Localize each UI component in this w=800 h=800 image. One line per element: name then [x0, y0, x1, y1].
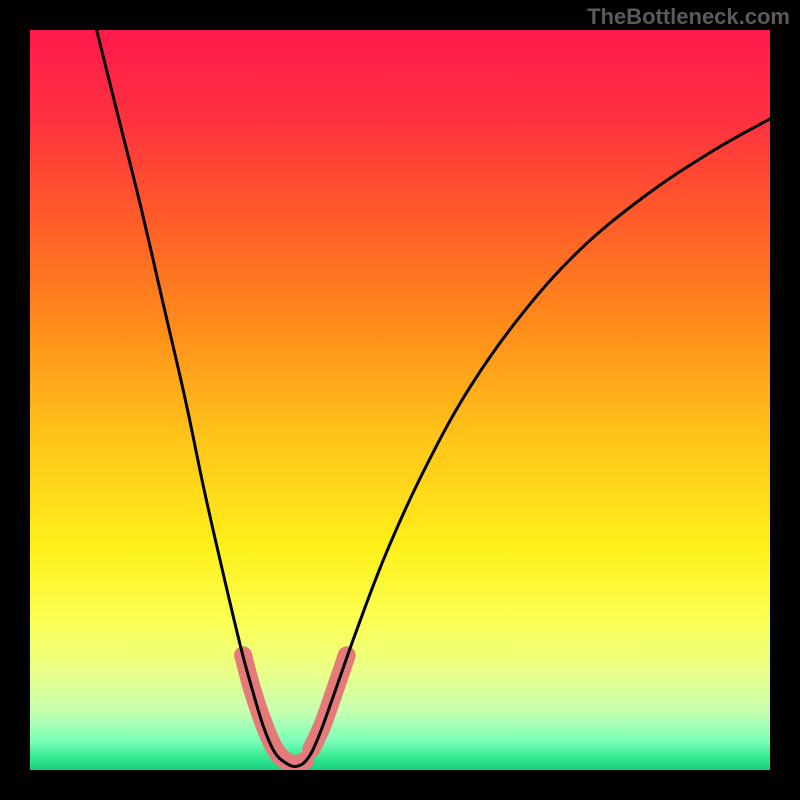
watermark-text: TheBottleneck.com: [587, 4, 790, 30]
curve-layer: [30, 30, 770, 770]
bottleneck-curve: [97, 30, 770, 766]
chart-frame: TheBottleneck.com: [0, 0, 800, 800]
plot-area: [30, 30, 770, 770]
